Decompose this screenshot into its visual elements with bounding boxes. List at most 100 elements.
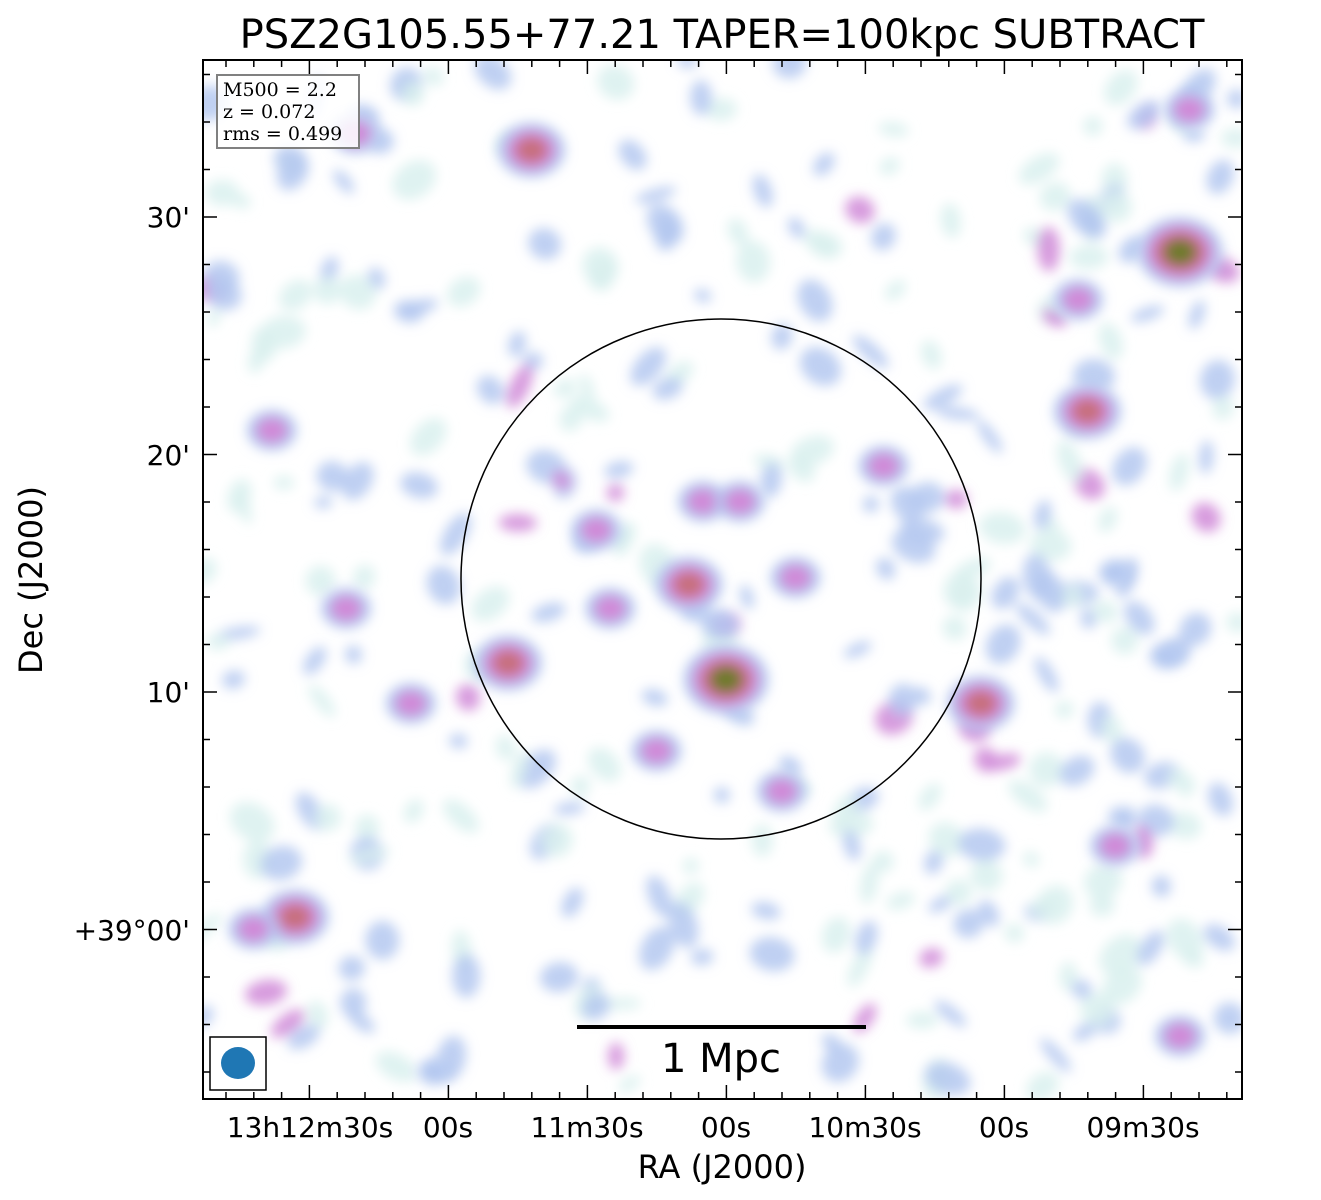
noise-blob [945,879,972,906]
noise-blob [392,160,437,200]
noise-blob [1004,923,1024,943]
noise-blob [1083,863,1123,899]
emission-blob [964,690,997,717]
noise-blob [1072,358,1116,393]
noise-blob [646,203,684,245]
noise-blob [1056,440,1083,483]
noise-blob [847,945,873,987]
noise-blob [810,232,843,259]
noise-blob [273,145,308,176]
noise-blob [247,342,268,374]
noise-blob [402,81,424,106]
noise-blob [934,1000,967,1027]
noise-blob [1191,502,1221,533]
noise-blob [354,814,380,841]
noise-blob [727,218,749,246]
noise-blob [855,920,878,955]
noise-blob [1199,360,1235,400]
emission-blob [1062,286,1095,313]
noise-blob [340,988,367,1018]
noise-blob [308,684,336,718]
noise-blob [1098,322,1124,360]
noise-blob [843,641,872,659]
noise-blob [344,645,363,664]
noise-blob [235,490,253,524]
noise-blob [924,849,944,875]
noise-blob [957,828,1006,862]
noise-blob [985,624,1021,665]
noise-blob [1080,608,1097,629]
noise-blob [582,247,619,286]
noise-blob [579,374,595,402]
noise-blob [1029,895,1057,918]
noise-blob [348,847,391,863]
noise-blob [706,98,738,121]
noise-blob [682,857,699,874]
noise-blob [1089,893,1115,917]
emission-blob [640,737,673,764]
noise-blob [779,755,802,777]
noise-blob [641,688,668,707]
noise-blob [886,891,915,910]
noise-blob [442,799,479,833]
noise-blob [553,379,577,398]
emission-blob [672,571,705,598]
noise-blob [1212,396,1234,420]
noise-blob [570,775,590,798]
noise-blob [305,565,336,596]
noise-blob [426,565,461,605]
y-tick-label: 10' [147,676,190,709]
noise-blob [749,937,795,972]
noise-blob [1104,69,1138,106]
noise-blob [353,564,376,590]
noise-blob [797,279,833,322]
noise-blob [1167,767,1189,789]
noise-blob [1099,934,1142,976]
noise-blob [303,646,327,675]
emission-blob [1164,1022,1197,1049]
noise-blob [899,517,945,544]
noise-blob [890,486,925,523]
x-tick-label: 11m30s [530,1111,643,1144]
noise-blob [668,901,699,948]
noise-blob [510,749,528,789]
noise-blob [979,511,1026,545]
noise-blob [1213,1002,1242,1035]
emission-blob [1099,559,1132,586]
noise-blob [314,496,333,509]
noise-blob [1080,992,1115,1027]
noise-blob [448,733,468,749]
noise-blob [813,152,835,176]
noise-blob [314,804,342,831]
noise-blob [752,174,773,208]
noise-blob [799,346,842,386]
emission-blob [779,564,812,591]
noise-blob [1061,585,1084,607]
noise-blob [587,747,621,782]
noise-blob [613,525,635,557]
noise-blob [447,276,481,307]
info-rms: rms = 0.499 [223,123,342,145]
noise-blob [1124,601,1155,635]
emission-blob [710,666,742,693]
noise-blob [788,454,816,483]
noise-blob [506,364,534,408]
noise-blob [1067,198,1107,239]
info-m500: M500 = 2.2 [223,79,337,101]
y-axis-label: Dec (J2000) [12,486,50,674]
noise-blob [1059,755,1095,787]
scale-bar: 1 Mpc [577,1025,866,1082]
emission-blob [394,690,427,717]
noise-blob [1166,918,1204,961]
noise-blob [600,997,642,1010]
noise-blob [618,139,647,171]
noise-blob [393,300,424,323]
noise-blob [700,608,739,640]
noise-blob [1015,603,1051,635]
noise-blob [1207,782,1234,817]
noise-blob [690,80,713,116]
noise-blob [1179,612,1212,646]
axis-ticks [203,60,1242,1099]
noise-blob [1098,506,1118,533]
noise-blob [879,157,900,175]
